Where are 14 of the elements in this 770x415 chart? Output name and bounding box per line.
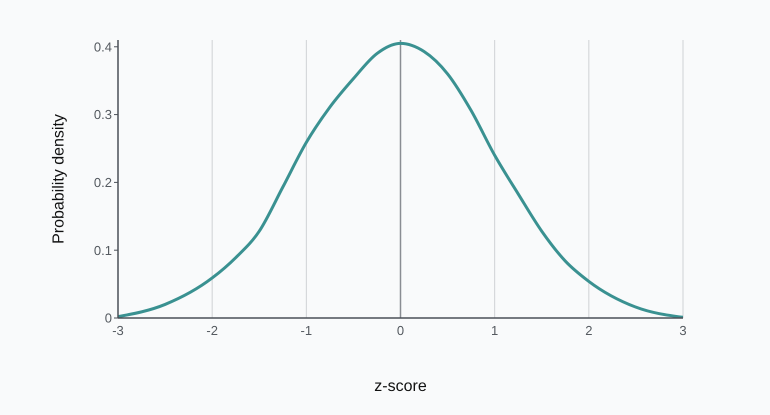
y-tick-label: 0: [104, 310, 112, 326]
x-tick-label: 1: [491, 323, 498, 338]
y-axis-title: Probability density: [50, 114, 68, 244]
x-axis-title: z-score: [374, 378, 427, 395]
x-tick-label: 3: [679, 323, 687, 338]
x-tick-label: 0: [396, 323, 404, 338]
x-tick-label: 2: [585, 323, 592, 338]
y-tick-label: 0.3: [94, 107, 112, 122]
x-tick-label: -3: [112, 323, 124, 338]
y-tick-label: 0.4: [94, 39, 112, 54]
x-tick-label: -2: [206, 323, 218, 338]
y-tick-label: 0.2: [94, 175, 112, 190]
x-tick-label: -1: [300, 323, 312, 338]
y-tick-label: 0.1: [94, 242, 112, 258]
